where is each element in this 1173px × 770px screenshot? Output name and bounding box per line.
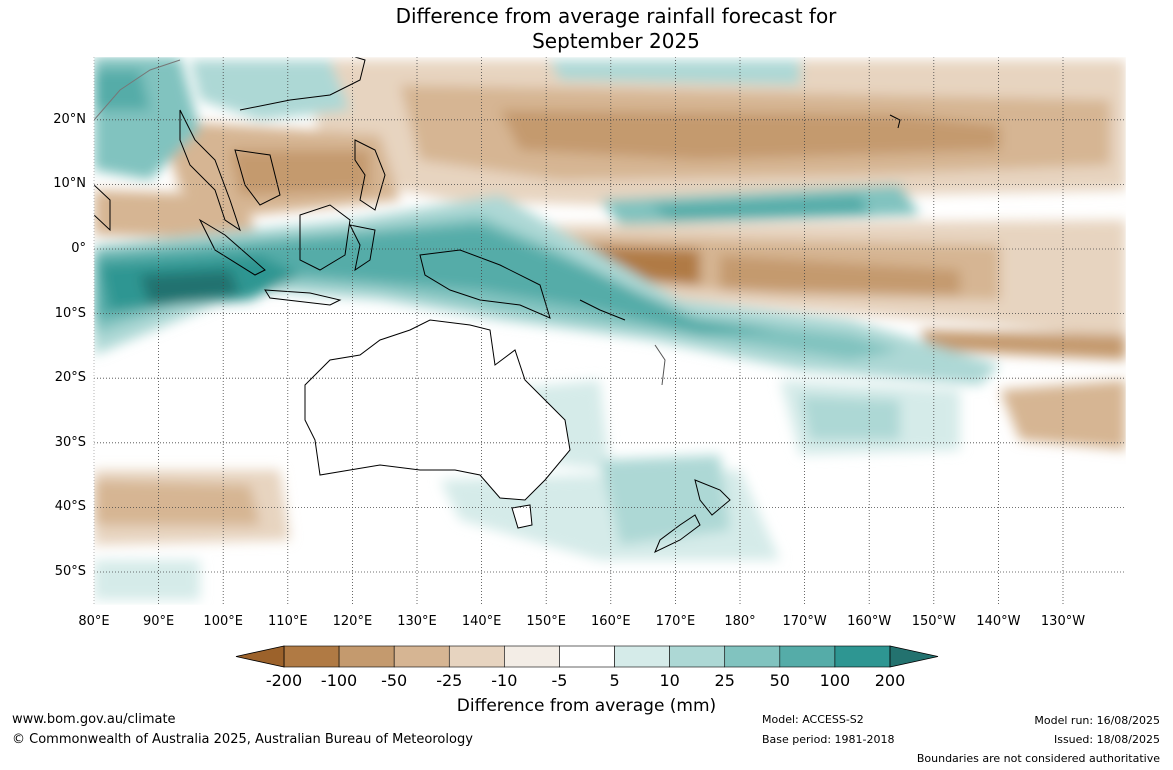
colorbar-swatch xyxy=(779,645,836,668)
copyright-notice: © Commonwealth of Australia 2025, Austra… xyxy=(12,732,473,747)
base-period: Base period: 1981-2018 xyxy=(762,733,895,746)
longitude-label: 180° xyxy=(724,614,756,629)
colorbar-title: Difference from average (mm) xyxy=(456,696,717,716)
colorbar-tick-label: -200 xyxy=(265,671,303,690)
latitude-label: 20°S xyxy=(54,370,86,386)
colorbar-swatch xyxy=(283,645,340,668)
longitude-label: 120°E xyxy=(332,614,373,629)
graticule xyxy=(93,57,1126,605)
longitude-label: 150°E xyxy=(526,614,566,629)
longitude-label: 170°E xyxy=(655,614,696,629)
colorbar-swatch xyxy=(724,645,781,668)
longitude-label: 150°W xyxy=(911,614,956,629)
colorbar-tick-label: -25 xyxy=(436,671,463,690)
colorbar-tick-label: 100 xyxy=(819,671,851,690)
colorbar-swatch xyxy=(669,645,726,668)
title-line-2: September 2025 xyxy=(532,29,700,53)
longitude-label: 130°W xyxy=(1040,614,1086,629)
colorbar-tick-label: -5 xyxy=(551,671,568,690)
colorbar-tick-label: 50 xyxy=(769,671,790,690)
latitude-label: 10°N xyxy=(53,176,86,192)
colorbar-low-extend xyxy=(235,645,285,668)
longitude-label: 170°W xyxy=(782,614,827,629)
colorbar-tick-label: -10 xyxy=(491,671,518,690)
latitude-label: 10°S xyxy=(54,305,86,321)
model-run-date: Model run: 16/08/2025 xyxy=(1034,714,1160,727)
colorbar-tick-label: 5 xyxy=(609,671,620,690)
latitude-label: 30°S xyxy=(54,434,86,450)
website-link[interactable]: www.bom.gov.au/climate xyxy=(12,712,176,727)
model-name: Model: ACCESS-S2 xyxy=(762,713,864,726)
colorbar-swatch xyxy=(834,645,891,668)
longitude-label: 80°E xyxy=(78,614,110,629)
colorbar-swatch xyxy=(338,645,395,668)
longitude-label: 100°E xyxy=(203,614,243,629)
longitude-label: 110°E xyxy=(268,614,308,629)
colorbar-swatch xyxy=(559,645,615,668)
longitude-label: 130°E xyxy=(397,614,437,629)
colorbar-swatch xyxy=(504,645,560,668)
latitude-label: 20°N xyxy=(53,111,86,127)
map-title: Difference from average rainfall forecas… xyxy=(0,4,1173,54)
longitude-label: 160°E xyxy=(591,614,631,629)
colorbar-tick-label: 200 xyxy=(874,671,906,690)
title-line-1: Difference from average rainfall forecas… xyxy=(395,4,837,28)
colorbar-tick-label: -100 xyxy=(320,671,358,690)
longitude-label: 140°W xyxy=(976,614,1021,629)
longitude-label: 160°W xyxy=(847,614,892,629)
latitude-label: 40°S xyxy=(54,499,86,515)
boundary-disclaimer: Boundaries are not considered authoritat… xyxy=(916,752,1160,765)
colorbar-swatch xyxy=(448,645,505,668)
colorbar-tick-label: 25 xyxy=(714,671,735,690)
issued-date: Issued: 18/08/2025 xyxy=(1053,733,1160,746)
latitude-label: 50°S xyxy=(54,564,86,579)
colorbar-high-extend xyxy=(889,645,939,668)
longitude-label: 140°E xyxy=(461,614,502,629)
latitude-label: 0° xyxy=(71,241,86,256)
colorbar xyxy=(235,645,939,668)
colorbar-tick-label: 10 xyxy=(659,671,680,690)
colorbar-tick-label: -50 xyxy=(381,671,408,690)
colorbar-swatch xyxy=(614,645,670,668)
colorbar-swatch xyxy=(393,645,450,668)
longitude-label: 90°E xyxy=(142,614,175,629)
rainfall-anomaly-field xyxy=(94,57,1126,605)
